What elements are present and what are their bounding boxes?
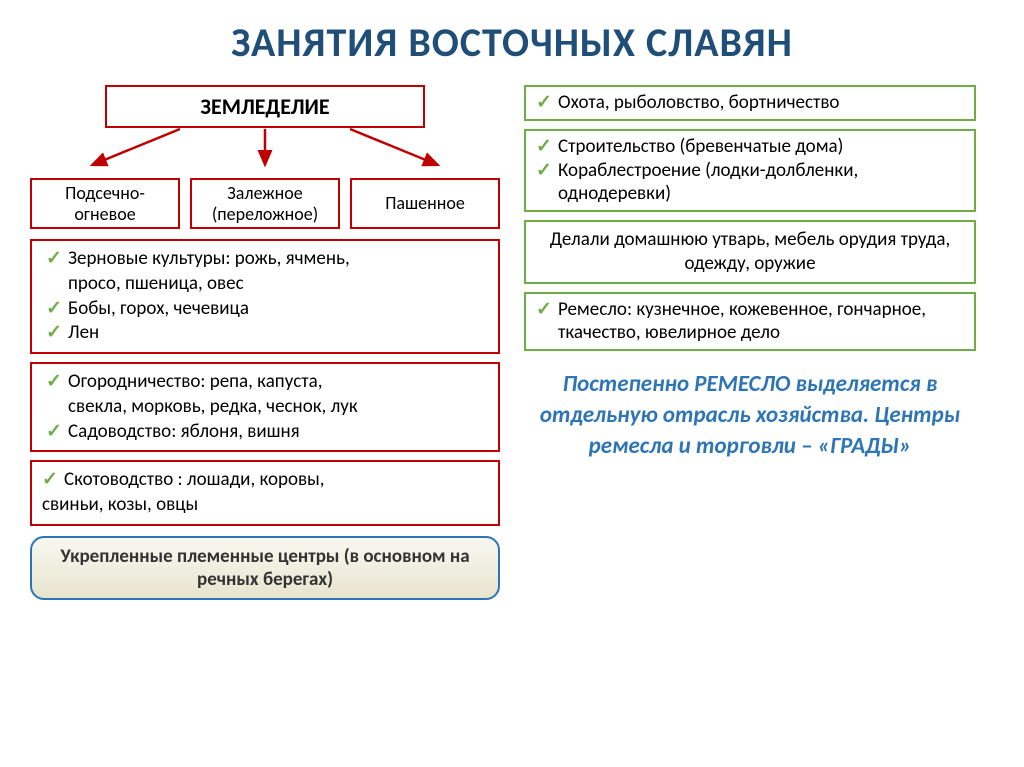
gardening-box: Огородничество: репа, капуста, свекла, м… [30,362,500,452]
subtype-0-line1: Подсечно- [65,182,145,204]
construction-item-0: Строительство (бревенчатые дома) [536,135,966,159]
page-title: ЗАНЯТИЯ ВОСТОЧНЫХ СЛАВЯН [30,18,994,67]
emphasis-text: Постепенно РЕМЕСЛО выделяется в отдельну… [524,369,976,462]
centers-box: Укрепленные племенные центры (в основном… [30,536,500,600]
crops-item-2: Лен [46,321,488,346]
crafts-box: Ремесло: кузнечное, кожевенное, гончарно… [524,292,976,352]
activities-box: Охота, рыболовство, бортничество [524,85,976,121]
construction-box: Строительство (бревенчатые дома) Корабле… [524,129,976,212]
crops-box: Зерновые культуры: рожь, ячмень, просо, … [30,239,500,354]
subtype-2: Пашенное [385,193,465,214]
subtype-fallow: Залежное (переложное) [190,178,340,229]
crafts-made-box: Делали домашнюю утварь, мебель орудия тр… [524,220,976,284]
subtype-arable: Пашенное [350,178,500,229]
crops-item-0: Зерновые культуры: рожь, ячмень, [46,247,488,272]
subtype-slash-burn: Подсечно- огневое [30,178,180,229]
crops-item-1: Бобы, горох, чечевица [46,297,488,322]
crops-indent-0: просо, пшеница, овес [46,272,488,297]
livestock-continuation: свиньи, козы, овцы [42,493,488,518]
subtype-0-line2: огневое [74,203,135,225]
agriculture-header: ЗЕМЛЕДЕЛИЕ [105,85,425,128]
gardening-item-0: Огородничество: репа, капуста, [46,370,488,395]
left-column: ЗЕМЛЕДЕЛИЕ Подсечно- огневое Залежное (п… [30,85,500,600]
livestock-box: Скотоводство : лошади, коровы, свиньи, к… [30,460,500,525]
gardening-indent-0: свекла, морковь, редка, чеснок, лук [46,395,488,420]
subtype-1-line1: Залежное [227,182,303,204]
crafts-item-0: Ремесло: кузнечное, кожевенное, гончарно… [536,298,966,346]
subtypes-row: Подсечно- огневое Залежное (переложное) … [30,178,500,229]
livestock-item-0: Скотоводство : лошади, коровы, [42,468,488,493]
subtype-1-line2: (переложное) [212,203,318,225]
activities-item-0: Охота, рыболовство, бортничество [536,91,966,115]
columns-wrapper: ЗЕМЛЕДЕЛИЕ Подсечно- огневое Залежное (п… [30,85,994,600]
gardening-item-1: Садоводство: яблоня, вишня [46,420,488,445]
construction-item-1: Кораблестроение (лодки-долбленки, одноде… [536,159,966,207]
right-column: Охота, рыболовство, бортничество Строите… [524,85,976,600]
